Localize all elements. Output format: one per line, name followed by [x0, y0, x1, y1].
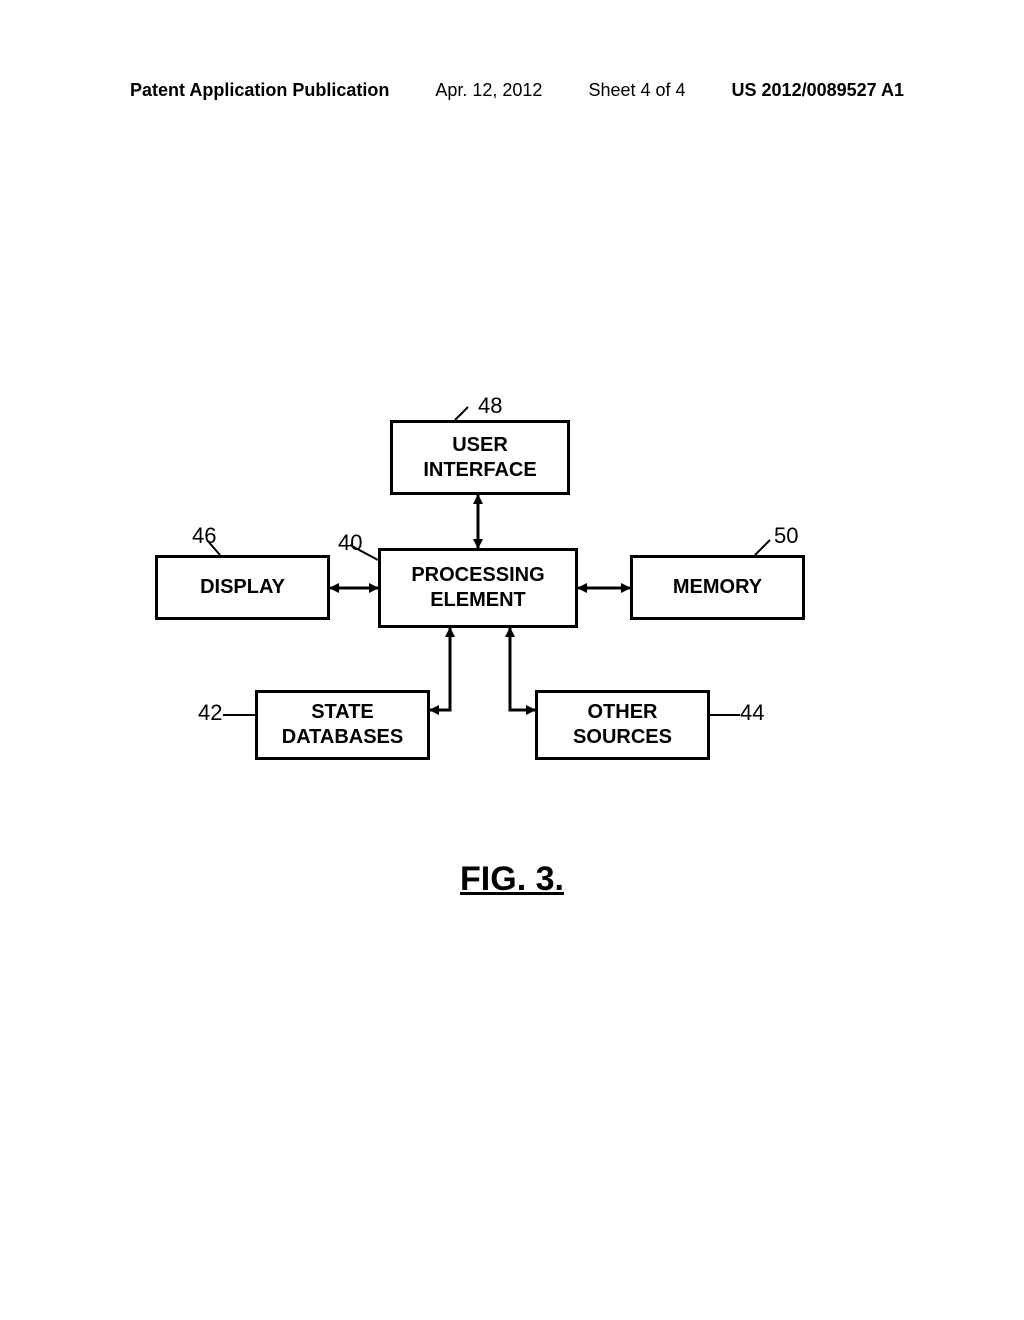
ref-memory: 50 [774, 523, 798, 549]
ref-other-sources: 44 [740, 700, 764, 726]
node-display: DISPLAY [155, 555, 330, 620]
node-processing-element: PROCESSINGELEMENT [378, 548, 578, 628]
arrows-svg [0, 0, 1024, 1320]
figure-caption: FIG. 3. [460, 860, 564, 899]
page: Patent Application Publication Apr. 12, … [0, 0, 1024, 1320]
node-state-databases: STATEDATABASES [255, 690, 430, 760]
ref-state-databases: 42 [198, 700, 222, 726]
ref-user-interface: 48 [478, 393, 502, 419]
node-user-interface: USERINTERFACE [390, 420, 570, 495]
node-memory: MEMORY [630, 555, 805, 620]
diagram: USERINTERFACE PROCESSINGELEMENT DISPLAY … [0, 0, 1024, 1320]
ref-processing-element: 40 [338, 530, 362, 556]
node-other-sources: OTHERSOURCES [535, 690, 710, 760]
ref-display: 46 [192, 523, 216, 549]
